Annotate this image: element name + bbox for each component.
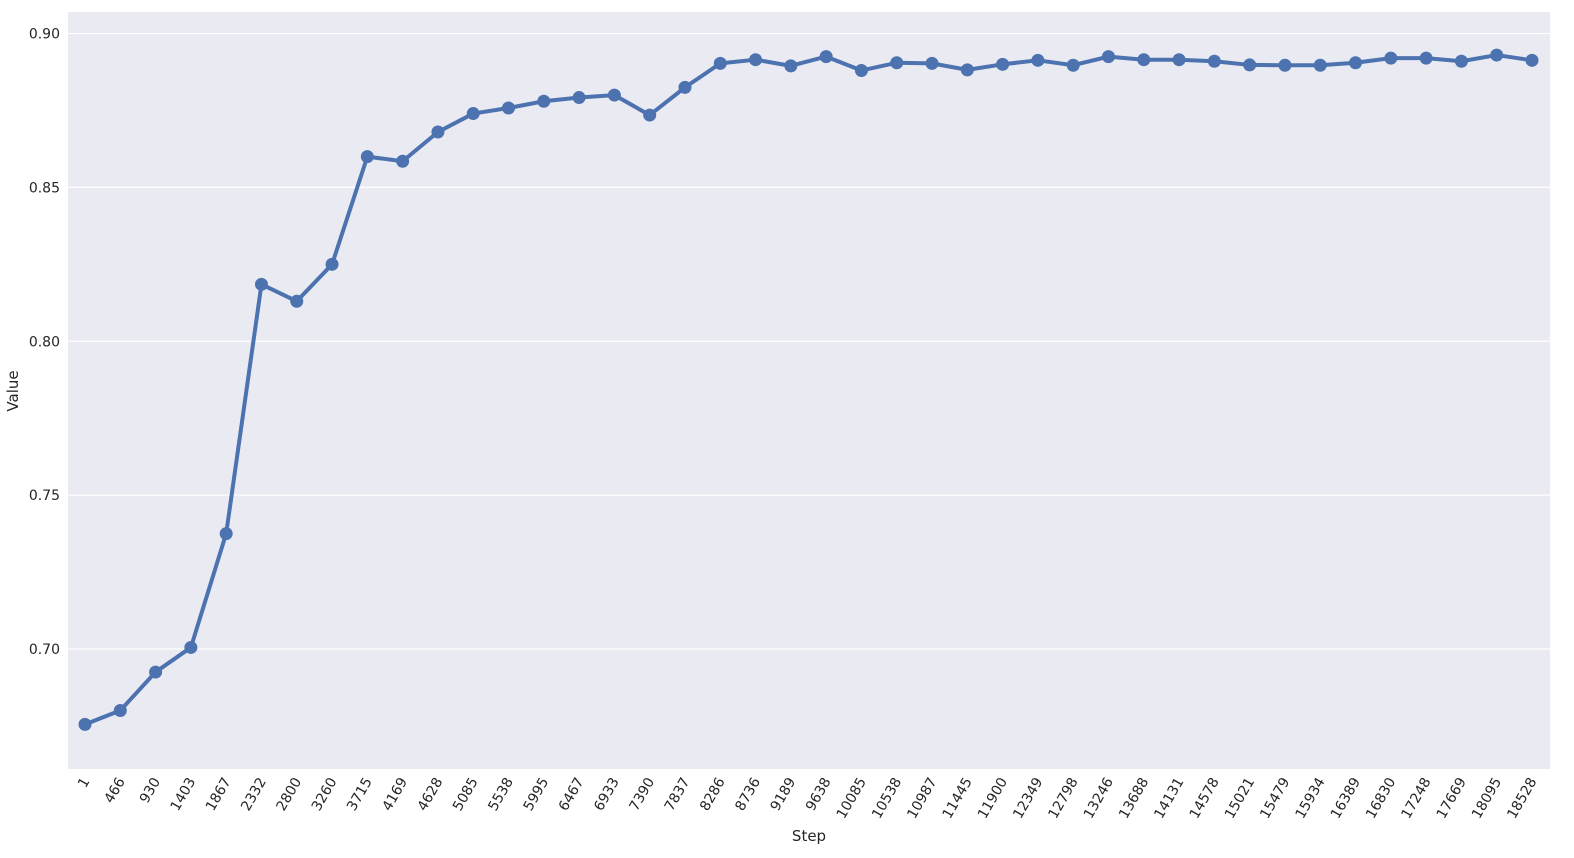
data-point	[396, 154, 410, 168]
data-point	[854, 63, 868, 77]
data-point	[1384, 51, 1398, 65]
x-tick-label: 2800	[274, 775, 306, 814]
data-point	[290, 294, 304, 308]
x-tick-label: 5995	[521, 775, 553, 814]
x-tick-label: 3715	[344, 775, 376, 814]
data-point	[1419, 51, 1433, 65]
x-tick-label: 12798	[1046, 775, 1082, 822]
x-tick-label: 7390	[626, 775, 658, 814]
x-tick-label: 8736	[732, 775, 764, 814]
data-point	[784, 59, 798, 73]
x-tick-label: 2332	[238, 775, 270, 814]
data-point	[219, 527, 233, 541]
series-layer	[78, 48, 1539, 731]
x-tick-label: 13246	[1081, 775, 1117, 822]
x-tick-label: 6933	[591, 775, 623, 814]
data-point	[1207, 54, 1221, 68]
x-tick-label: 10987	[904, 775, 940, 822]
x-tick-label: 1867	[203, 775, 235, 814]
data-point	[925, 56, 939, 70]
x-tick-label: 17248	[1398, 775, 1434, 822]
data-point	[1031, 53, 1045, 67]
data-point	[537, 94, 551, 108]
data-point	[1490, 48, 1504, 62]
y-tick-label: 0.70	[29, 642, 60, 658]
data-point	[572, 91, 586, 105]
data-point	[607, 88, 621, 102]
y-tick-label: 0.85	[29, 180, 60, 196]
data-point	[749, 53, 763, 67]
x-tick-label: 7837	[662, 775, 694, 814]
x-tick-label: 13688	[1116, 775, 1152, 822]
x-tick-label: 14131	[1151, 775, 1187, 822]
x-tick-label: 12349	[1010, 775, 1046, 822]
x-tick-label: 14578	[1187, 775, 1223, 822]
data-point	[78, 717, 92, 731]
x-tick-label: 15479	[1257, 775, 1293, 822]
x-tick-label: 5538	[485, 775, 517, 814]
data-point	[1101, 50, 1115, 64]
y-axis-label: Value	[4, 370, 22, 411]
data-point	[1525, 53, 1539, 67]
y-tick-label: 0.75	[29, 488, 60, 504]
x-tick-label: 15934	[1293, 775, 1329, 822]
data-point	[1278, 58, 1292, 72]
x-tick-label: 17669	[1434, 775, 1470, 822]
data-point	[1066, 58, 1080, 72]
data-point	[1313, 58, 1327, 72]
x-tick-label: 9638	[803, 775, 835, 814]
y-tick-label: 0.80	[29, 334, 60, 350]
x-tick-label: 8286	[697, 775, 729, 814]
x-tick-label: 16830	[1363, 775, 1399, 822]
y-tick-label: 0.90	[29, 27, 60, 43]
x-tick-label: 11445	[940, 775, 976, 822]
x-axis-label: Step	[792, 827, 826, 845]
x-tick-label: 930	[137, 775, 164, 806]
data-point	[1172, 53, 1186, 67]
x-tick-labels: 1 466 930 1403 1867 2332 2800 3260 3715 4169 4628 5…	[75, 775, 1540, 822]
x-tick-label: 10538	[869, 775, 905, 822]
data-point	[643, 108, 657, 122]
data-point	[996, 57, 1010, 71]
x-tick-label: 5085	[450, 775, 482, 814]
data-point	[502, 101, 516, 115]
x-tick-label: 15021	[1222, 775, 1258, 822]
data-point	[466, 107, 480, 121]
x-tick-label: 4169	[379, 775, 411, 814]
x-tick-label: 10085	[834, 775, 870, 822]
data-point	[360, 150, 374, 164]
gridlines	[68, 32, 1550, 650]
data-point	[819, 50, 833, 64]
plot-background	[68, 12, 1550, 769]
data-point	[149, 665, 163, 679]
data-point	[713, 56, 727, 70]
x-tick-label: 18095	[1469, 775, 1505, 822]
data-point	[254, 277, 268, 291]
data-point	[1454, 54, 1468, 68]
data-point	[113, 704, 127, 718]
data-point	[1137, 53, 1151, 67]
x-tick-label: 1	[75, 775, 93, 791]
data-point	[678, 80, 692, 94]
x-tick-label: 11900	[975, 775, 1011, 822]
x-tick-label: 1403	[168, 775, 200, 814]
data-point	[325, 257, 339, 271]
data-point	[1349, 56, 1363, 70]
data-point	[431, 125, 445, 139]
data-point	[1243, 58, 1257, 72]
data-point	[960, 63, 974, 77]
data-point	[890, 56, 904, 70]
x-tick-label: 3260	[309, 775, 341, 814]
x-tick-label: 466	[102, 775, 129, 806]
x-tick-label: 4628	[415, 775, 447, 814]
x-tick-label: 16389	[1328, 775, 1364, 822]
x-tick-label: 9189	[768, 775, 800, 814]
x-tick-label: 6467	[556, 775, 588, 814]
x-tick-label: 18528	[1504, 775, 1540, 822]
data-point	[184, 640, 198, 654]
y-tick-labels: 0.70 0.75 0.80 0.85 0.90	[29, 27, 60, 658]
